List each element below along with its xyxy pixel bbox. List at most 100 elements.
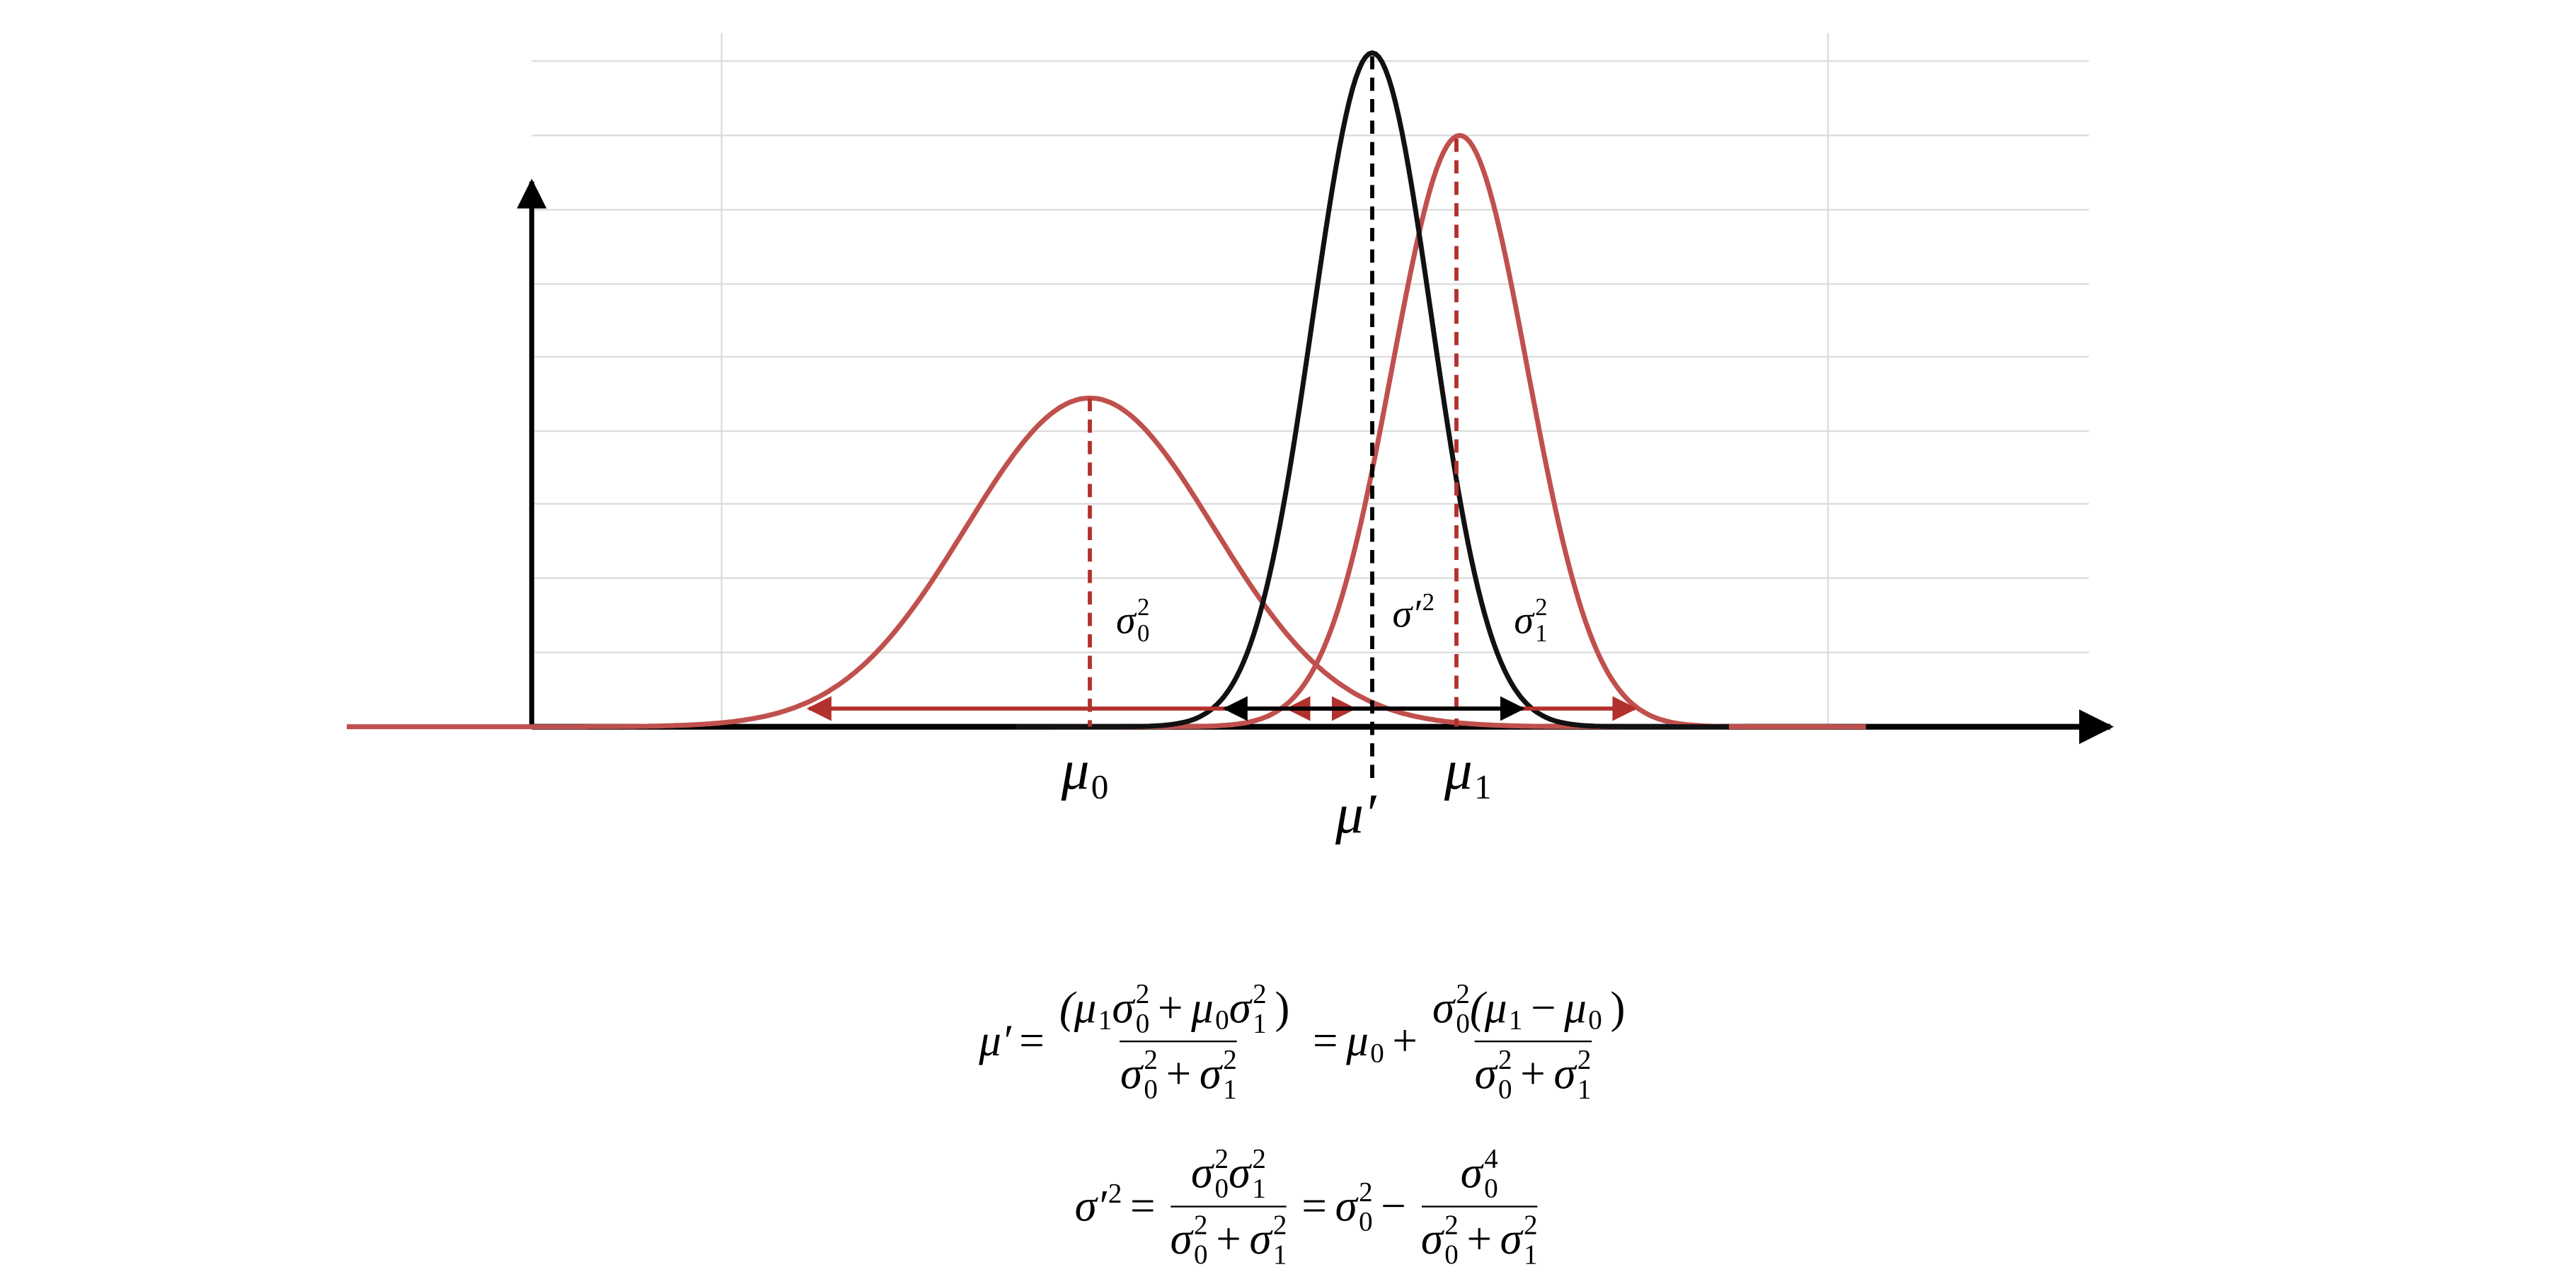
fraction: σ 2 0 σ 2 1 σ 2 0 + σ 2 1	[1170, 1145, 1287, 1270]
subscript: 0	[1137, 621, 1150, 648]
symbol: μ′	[979, 1016, 1011, 1066]
superscript: 2	[1422, 590, 1435, 617]
symbol: μ′	[1335, 784, 1376, 846]
spacer	[1474, 738, 1492, 769]
subscript: 1	[1474, 767, 1492, 807]
equation-row: μ′ = (μ 1 σ 2 0 + μ 0 σ 2 1) σ 2 0 + σ 2 1 = μ 0 + σ 2 0 (μ 1− μ 0) σ 2 0…	[979, 978, 1640, 1104]
symbol: σ	[1120, 1049, 1143, 1099]
symbol: μ	[1444, 740, 1473, 801]
scripts: 1	[1509, 982, 1523, 1036]
symbol: σ′	[1074, 1181, 1107, 1231]
numerator: (μ 1 σ 2 0 + μ 0 σ 2 1)	[1059, 978, 1298, 1041]
subscript: 0	[1498, 1072, 1512, 1105]
superscript: 2	[1456, 978, 1470, 1009]
superscript: 2	[1137, 595, 1150, 622]
operator: −	[1531, 983, 1556, 1033]
scripts: 2	[1108, 1180, 1122, 1234]
scripts: 0	[1370, 1014, 1384, 1068]
math-atom: μ′	[1335, 784, 1376, 847]
subscript: 0	[1215, 1004, 1229, 1036]
numerator: σ 2 0 (μ 1− μ 0)	[1432, 978, 1633, 1041]
superscript: 2	[1108, 1178, 1122, 1210]
curves	[346, 50, 1866, 730]
symbol: σ′	[1392, 593, 1421, 637]
subscript: 0	[1359, 1205, 1373, 1237]
subscript: 0	[1214, 1172, 1229, 1203]
superscript: 2	[1444, 1209, 1459, 1241]
axis-label: μ′	[1335, 784, 1376, 847]
math-atom: +	[1512, 1049, 1554, 1100]
operator: +	[1216, 1214, 1241, 1264]
symbol: σ	[1474, 1049, 1497, 1099]
math-atom: −	[1522, 983, 1564, 1033]
operator: =	[1312, 1016, 1338, 1066]
math-atom: +	[1208, 1214, 1250, 1265]
symbol: μ	[1191, 983, 1214, 1033]
symbol: μ	[1061, 740, 1090, 801]
math-atom: )	[1267, 983, 1298, 1033]
subscript: 1	[1272, 1238, 1287, 1270]
superscript: 2	[1135, 978, 1150, 1009]
spacer	[1370, 1014, 1384, 1039]
equation-row: σ′ 2 = σ 2 0 σ 2 1 σ 2 0 + σ 2 1 = σ 2 0− σ 4 0 σ 2 0 + σ 2 1	[1075, 1145, 1544, 1269]
scripts: 1	[1098, 982, 1112, 1036]
symbol: σ	[1116, 600, 1136, 643]
symbol: σ	[1170, 1214, 1192, 1264]
grid	[531, 33, 2089, 727]
symbol: σ	[1228, 1147, 1251, 1198]
superscript: 2	[1253, 978, 1267, 1009]
math-atom: (μ 1	[1059, 982, 1112, 1036]
subscript: 1	[1252, 1172, 1266, 1203]
symbol: σ	[1229, 983, 1251, 1033]
symbol: σ	[1553, 1049, 1576, 1099]
denominator: σ 2 0 + σ 2 1	[1170, 1206, 1287, 1270]
math-atom: (μ 1	[1470, 982, 1522, 1036]
subscript: 0	[1091, 767, 1109, 807]
operator: +	[1157, 983, 1183, 1033]
symbol: σ	[1335, 1181, 1357, 1231]
subscript: 0	[1194, 1238, 1208, 1270]
math-atom: =	[1294, 1181, 1335, 1232]
math-atom: +	[1149, 983, 1191, 1033]
superscript: 2	[1524, 1209, 1538, 1241]
operator: )	[1275, 983, 1290, 1033]
subscript: 1	[1098, 1004, 1112, 1036]
spacer	[1509, 982, 1523, 1007]
superscript: 2	[1359, 1176, 1373, 1208]
math-atom: =	[1122, 1181, 1163, 1232]
operator: +	[1392, 1016, 1418, 1066]
axis-label: σ′ 2	[1392, 590, 1435, 640]
superscript: 2	[1535, 595, 1548, 622]
equation: σ′ 2 = σ 2 0 σ 2 1 σ 2 0 + σ 2 1 = σ 2 0− σ 4 0 σ 2 0 + σ 2 1	[0, 1145, 2576, 1269]
